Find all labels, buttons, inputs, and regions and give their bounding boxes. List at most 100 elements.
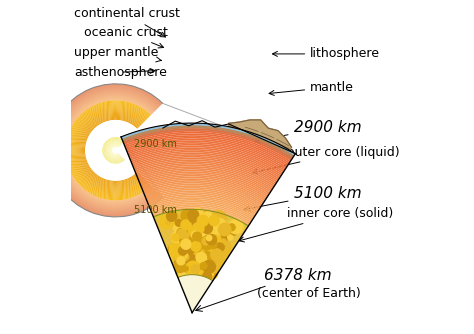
Wedge shape [63, 98, 153, 203]
Circle shape [188, 263, 198, 273]
Circle shape [201, 263, 207, 269]
Circle shape [206, 234, 217, 245]
Wedge shape [73, 108, 146, 192]
Circle shape [195, 260, 203, 268]
Circle shape [214, 246, 223, 255]
Polygon shape [131, 151, 280, 178]
Circle shape [176, 252, 184, 260]
Circle shape [187, 262, 201, 276]
Wedge shape [79, 114, 141, 187]
Text: 5100 km: 5100 km [244, 186, 361, 211]
Wedge shape [61, 96, 154, 205]
Circle shape [170, 243, 184, 258]
Circle shape [178, 264, 187, 273]
Circle shape [217, 251, 221, 255]
Circle shape [184, 261, 194, 270]
Circle shape [200, 227, 214, 240]
Wedge shape [55, 89, 159, 211]
Circle shape [202, 272, 211, 281]
Polygon shape [131, 149, 281, 177]
Circle shape [186, 241, 191, 246]
Wedge shape [56, 91, 157, 209]
Circle shape [195, 265, 199, 269]
Circle shape [203, 261, 215, 273]
Circle shape [207, 261, 219, 273]
Circle shape [194, 269, 202, 277]
Circle shape [206, 228, 210, 232]
Wedge shape [64, 99, 152, 202]
Circle shape [181, 252, 187, 258]
Circle shape [173, 219, 186, 233]
Polygon shape [138, 168, 271, 193]
Text: 5100 km: 5100 km [134, 205, 177, 215]
Polygon shape [228, 120, 292, 150]
Wedge shape [108, 142, 121, 158]
Wedge shape [84, 119, 138, 182]
Polygon shape [149, 197, 255, 217]
Circle shape [183, 266, 188, 271]
Text: mantle: mantle [269, 81, 354, 96]
Circle shape [176, 268, 185, 277]
Wedge shape [53, 88, 160, 213]
Circle shape [193, 232, 198, 237]
Circle shape [187, 236, 191, 240]
Circle shape [171, 248, 180, 258]
Polygon shape [135, 161, 275, 187]
Circle shape [186, 246, 191, 252]
Polygon shape [130, 147, 282, 175]
Circle shape [172, 231, 183, 243]
Text: inner core (solid): inner core (solid) [239, 207, 393, 242]
Wedge shape [76, 111, 143, 190]
Circle shape [184, 254, 196, 265]
Wedge shape [115, 150, 116, 151]
Wedge shape [52, 87, 161, 214]
Circle shape [211, 261, 217, 267]
Circle shape [193, 230, 206, 243]
Polygon shape [124, 132, 291, 162]
Wedge shape [78, 113, 142, 188]
Circle shape [199, 267, 204, 273]
Polygon shape [134, 158, 276, 184]
Polygon shape [154, 209, 248, 228]
Circle shape [166, 220, 171, 224]
Circle shape [182, 230, 189, 236]
Polygon shape [145, 187, 261, 209]
Circle shape [184, 233, 191, 240]
Polygon shape [140, 175, 267, 198]
Polygon shape [142, 180, 264, 203]
Circle shape [183, 254, 189, 260]
Wedge shape [114, 149, 117, 152]
Circle shape [171, 247, 182, 259]
Circle shape [200, 236, 213, 250]
Wedge shape [54, 89, 159, 212]
Wedge shape [52, 87, 161, 214]
Circle shape [170, 215, 176, 222]
Circle shape [196, 265, 210, 279]
Wedge shape [59, 94, 156, 207]
Circle shape [200, 267, 206, 273]
Circle shape [174, 258, 185, 268]
Wedge shape [81, 116, 140, 185]
Circle shape [192, 214, 204, 227]
Wedge shape [110, 145, 119, 156]
Circle shape [191, 231, 199, 239]
Polygon shape [123, 128, 292, 159]
Polygon shape [128, 142, 285, 171]
Circle shape [188, 210, 199, 220]
Circle shape [175, 223, 188, 235]
Circle shape [193, 232, 201, 241]
Wedge shape [50, 85, 162, 216]
Circle shape [177, 229, 187, 238]
Circle shape [178, 265, 191, 277]
Circle shape [184, 223, 198, 237]
Circle shape [186, 263, 194, 272]
Wedge shape [53, 88, 160, 213]
Circle shape [184, 240, 193, 249]
Wedge shape [68, 103, 149, 198]
Circle shape [187, 246, 196, 255]
Circle shape [219, 233, 228, 242]
Circle shape [206, 263, 213, 270]
Circle shape [228, 223, 234, 230]
Circle shape [207, 253, 217, 263]
Polygon shape [150, 201, 253, 220]
